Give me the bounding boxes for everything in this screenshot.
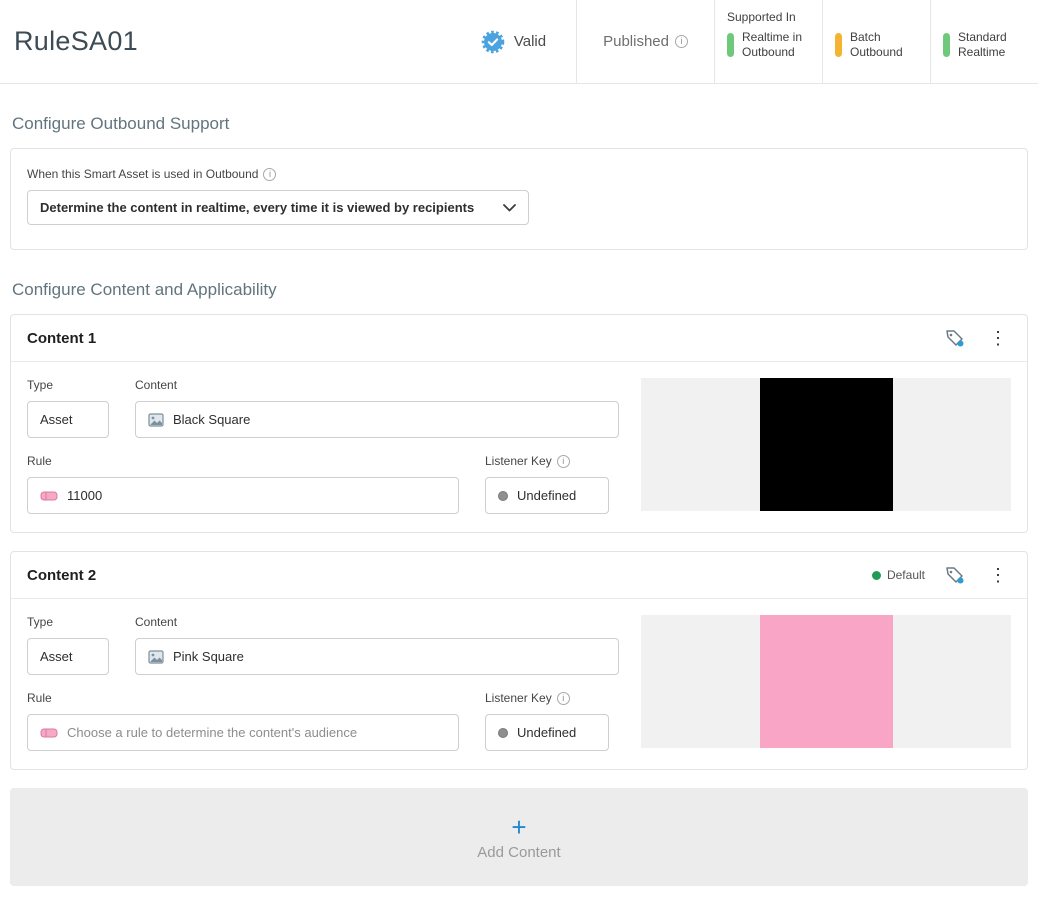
content-label: Content	[135, 615, 178, 629]
content-section-heading: Configure Content and Applicability	[12, 280, 277, 299]
valid-badge-icon	[481, 30, 505, 54]
listener-key-info-icon[interactable]: i	[556, 454, 570, 468]
standard-realtime-pill	[943, 33, 950, 57]
content-field-group: Content Pink Square	[135, 615, 619, 675]
undefined-dot-icon	[498, 490, 508, 501]
content-value: Black Square	[173, 412, 251, 427]
content-card-1: Content 1 ⋮ Type Asset	[10, 314, 1028, 533]
listener-key-select[interactable]: Undefined	[485, 477, 609, 514]
type-value: Asset	[40, 649, 73, 664]
rule-label: Rule	[27, 454, 52, 468]
listener-key-info-icon[interactable]: i	[556, 691, 570, 705]
rule-placeholder: Choose a rule to determine the content's…	[67, 725, 358, 740]
supported-item-label: Batch Outbound	[850, 30, 903, 59]
listener-key-value: Undefined	[517, 725, 577, 740]
outbound-mode-select[interactable]: Determine the content in realtime, every…	[27, 190, 529, 225]
rule-value: 11000	[67, 488, 103, 503]
batch-outbound-pill	[835, 33, 842, 57]
undefined-dot-icon	[498, 727, 508, 738]
listener-tag-icon[interactable]	[945, 566, 965, 584]
type-select[interactable]: Asset	[27, 401, 109, 438]
valid-label: Valid	[513, 33, 547, 50]
listener-key-group: Listener Key i Undefined	[485, 691, 609, 751]
content-label: Content	[135, 378, 178, 392]
card-menu-button[interactable]: ⋮	[989, 565, 1007, 585]
rule-label: Rule	[27, 691, 52, 705]
preview-image	[759, 615, 893, 748]
listener-key-group: Listener Key i Undefined	[485, 454, 609, 514]
add-content-button[interactable]: + Add Content	[10, 788, 1028, 886]
default-dot-icon	[871, 570, 881, 580]
content-card-title: Content 1	[27, 329, 97, 347]
rule-picker[interactable]: 11000	[27, 477, 459, 514]
rule-icon	[40, 490, 58, 502]
image-icon	[148, 412, 164, 427]
image-icon	[148, 649, 164, 664]
type-select[interactable]: Asset	[27, 638, 109, 675]
outbound-info-icon[interactable]: i	[263, 167, 277, 181]
content-value: Pink Square	[173, 649, 244, 664]
rule-field-group: Rule Choose a rule to determine the cont…	[27, 691, 459, 751]
published-label: Published	[603, 33, 669, 50]
listener-key-label: Listener Key	[485, 454, 552, 468]
content-picker[interactable]: Pink Square	[135, 638, 619, 675]
supported-in-group: Supported In Realtime in Outbound Batch …	[714, 0, 1038, 83]
card-menu-button[interactable]: ⋮	[989, 328, 1007, 348]
rule-picker[interactable]: Choose a rule to determine the content's…	[27, 714, 459, 751]
type-label: Type	[27, 378, 54, 392]
outbound-field-label: When this Smart Asset is used in Outboun…	[27, 167, 259, 181]
default-label: Default	[886, 568, 925, 582]
content-card-title: Content 2	[27, 566, 97, 584]
content-preview	[641, 615, 1011, 748]
rule-field-group: Rule 11000	[27, 454, 459, 514]
type-field-group: Type Asset	[27, 378, 109, 438]
preview-image	[759, 378, 893, 511]
listener-key-select[interactable]: Undefined	[485, 714, 609, 751]
add-content-label: Add Content	[477, 843, 561, 861]
type-label: Type	[27, 615, 54, 629]
supported-batch-outbound: Batch Outbound	[822, 0, 930, 83]
content-field-group: Content Black Square	[135, 378, 619, 438]
published-info-icon[interactable]: i	[675, 35, 688, 48]
supported-item-label: Realtime in Outbound	[742, 30, 803, 59]
outbound-mode-selected-value: Determine the content in realtime, every…	[40, 200, 475, 215]
outbound-support-card: When this Smart Asset is used in Outboun…	[10, 148, 1028, 250]
realtime-outbound-pill	[727, 33, 734, 57]
validation-status: Valid	[451, 0, 576, 83]
plus-icon: +	[511, 811, 527, 842]
supported-realtime-outbound: Supported In Realtime in Outbound	[714, 0, 822, 83]
outbound-section-heading: Configure Outbound Support	[12, 114, 230, 133]
supported-in-title: Supported In	[727, 10, 796, 24]
content-preview	[641, 378, 1011, 511]
listener-tag-icon[interactable]	[945, 329, 965, 347]
chevron-down-icon	[503, 203, 516, 212]
content-picker[interactable]: Black Square	[135, 401, 619, 438]
header: RuleSA01 Valid Published i Supported In …	[0, 0, 1038, 84]
content-card-2: Content 2 Default ⋮	[10, 551, 1028, 770]
supported-item-label: Standard Realtime	[958, 30, 1007, 59]
rule-icon	[40, 727, 58, 739]
supported-standard-realtime: Standard Realtime	[930, 0, 1038, 83]
listener-key-label: Listener Key	[485, 691, 552, 705]
listener-key-value: Undefined	[517, 488, 577, 503]
type-value: Asset	[40, 412, 73, 427]
type-field-group: Type Asset	[27, 615, 109, 675]
page-title: RuleSA01	[14, 26, 138, 56]
default-badge: Default	[871, 568, 925, 582]
published-status: Published i	[576, 0, 714, 83]
